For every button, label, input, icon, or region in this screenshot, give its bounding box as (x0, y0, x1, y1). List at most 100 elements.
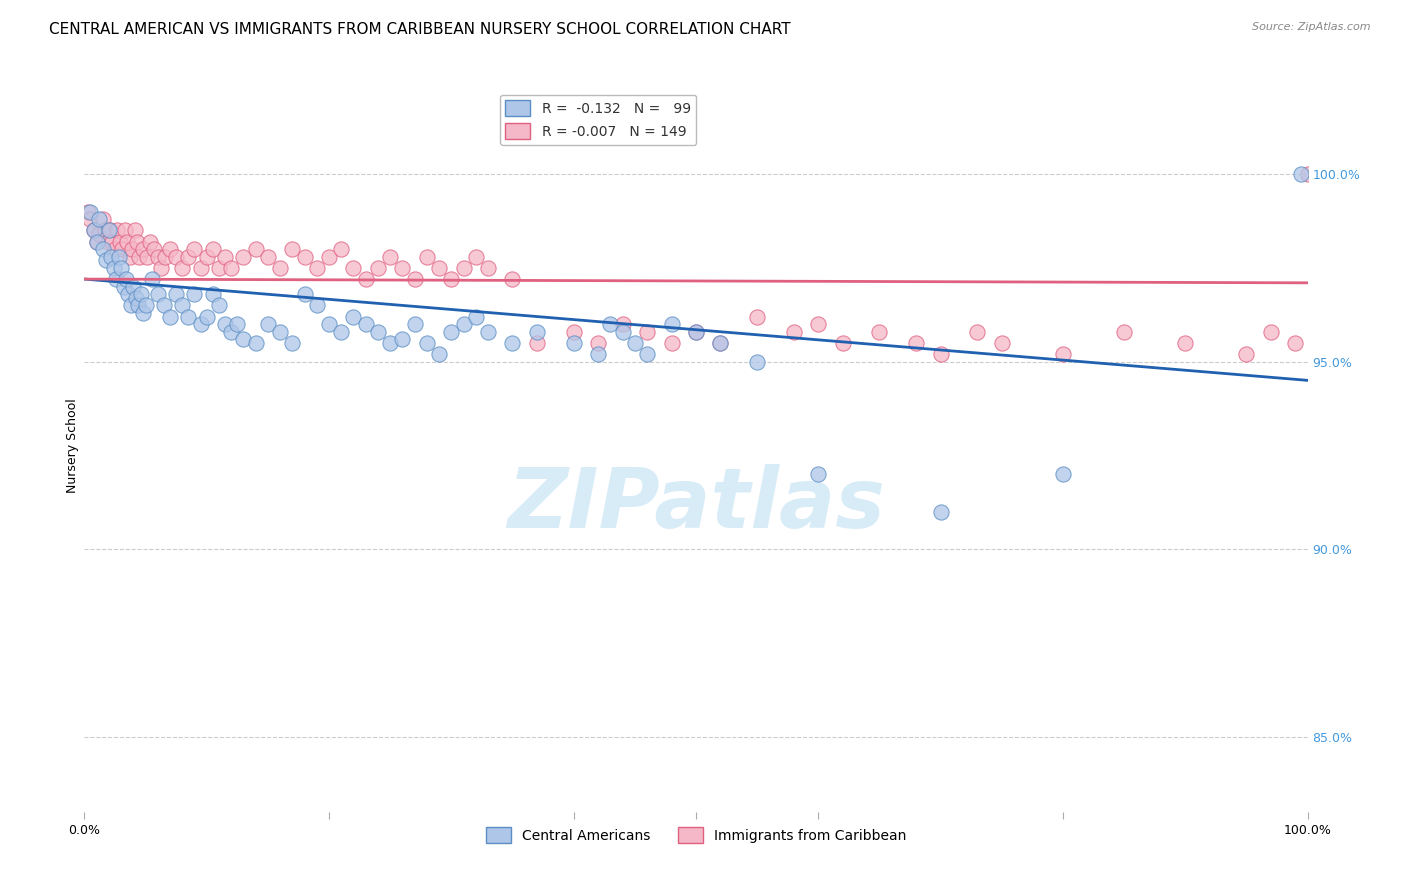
Point (807, 467, 830, 482)
Point (380, 335, 402, 350)
Point (105, 272, 128, 286)
Point (747, 354, 769, 368)
Point (685, 325, 707, 339)
Point (294, 250, 316, 264)
Point (783, 325, 806, 339)
Point (127, 298, 149, 312)
Point (98, 223, 121, 237)
Point (115, 235, 138, 249)
Point (391, 332, 413, 346)
Point (219, 260, 242, 275)
Point (128, 250, 150, 264)
Point (177, 250, 200, 264)
Point (612, 325, 634, 339)
Point (453, 317, 475, 331)
Point (139, 235, 162, 249)
Point (115, 272, 138, 286)
Point (177, 310, 200, 324)
Point (129, 287, 152, 301)
Point (121, 242, 143, 256)
Point (125, 291, 148, 305)
Point (1174, 335, 1197, 350)
Point (305, 260, 328, 275)
Point (87, 212, 110, 227)
Point (226, 317, 249, 331)
Point (1260, 325, 1282, 339)
Point (83, 223, 105, 237)
Point (318, 317, 340, 331)
Point (318, 250, 340, 264)
Point (150, 260, 173, 275)
Point (190, 260, 212, 275)
Point (966, 325, 988, 339)
Point (269, 260, 291, 275)
Point (257, 250, 280, 264)
Point (404, 317, 426, 331)
Point (330, 242, 353, 256)
Point (132, 306, 155, 320)
Point (636, 325, 658, 339)
Point (117, 287, 139, 301)
Point (929, 505, 952, 519)
Point (219, 325, 242, 339)
Point (747, 310, 769, 324)
Point (110, 260, 132, 275)
Point (97, 223, 120, 237)
Point (453, 260, 475, 275)
Point (416, 335, 439, 350)
Point (172, 260, 194, 275)
Point (125, 235, 148, 249)
Point (83, 223, 105, 237)
Point (269, 325, 291, 339)
Point (477, 260, 499, 275)
Point (354, 317, 377, 331)
Point (146, 250, 169, 264)
Point (214, 250, 236, 264)
Point (105, 223, 128, 237)
Point (159, 242, 181, 256)
Point (96, 253, 118, 268)
Point (245, 335, 267, 350)
Point (100, 250, 122, 264)
Text: Source: ZipAtlas.com: Source: ZipAtlas.com (1253, 22, 1371, 32)
Point (440, 325, 463, 339)
Point (391, 260, 413, 275)
Point (111, 242, 134, 256)
Point (97, 235, 120, 249)
Point (232, 250, 254, 264)
Point (86, 235, 108, 249)
Point (502, 272, 524, 286)
Point (709, 335, 731, 350)
Point (135, 250, 157, 264)
Point (562, 325, 585, 339)
Point (294, 287, 316, 301)
Point (1052, 467, 1074, 482)
Point (108, 235, 131, 249)
Point (172, 298, 194, 312)
Point (526, 335, 548, 350)
Point (636, 347, 658, 361)
Point (257, 317, 280, 331)
Point (214, 317, 236, 331)
Point (586, 347, 609, 361)
Point (380, 250, 402, 264)
Point (195, 310, 218, 324)
Point (195, 250, 218, 264)
Point (416, 250, 439, 264)
Point (103, 260, 125, 275)
Point (208, 298, 231, 312)
Point (232, 332, 254, 346)
Point (477, 325, 499, 339)
Point (183, 242, 205, 256)
Point (1291, 167, 1313, 181)
Point (1114, 325, 1136, 339)
Point (118, 250, 141, 264)
Point (612, 317, 634, 331)
Point (143, 242, 166, 256)
Point (624, 335, 647, 350)
Point (141, 272, 163, 286)
Point (869, 325, 891, 339)
Point (464, 310, 486, 324)
Point (104, 242, 127, 256)
Point (77, 204, 100, 219)
